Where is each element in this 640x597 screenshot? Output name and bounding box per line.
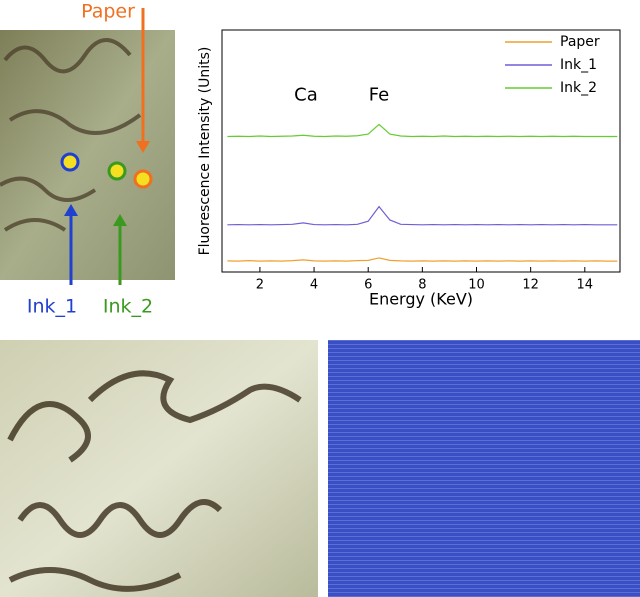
x-tick-label: 6 [364, 278, 372, 293]
legend-label: Paper [560, 34, 600, 50]
annotation: Ca [294, 84, 318, 105]
series-line [227, 123, 618, 138]
y-axis-title: Fluorescence Intensity (Units) [197, 47, 213, 256]
legend-label: Ink_2 [560, 80, 597, 96]
photo-label: Ink_2 [103, 296, 153, 318]
annotation: Fe [369, 84, 389, 105]
x-tick-label: 10 [468, 278, 485, 293]
x-axis-title: Energy (KeV) [369, 290, 473, 309]
x-tick-label: 2 [256, 278, 264, 293]
photo-label: Ink_1 [27, 296, 77, 318]
x-tick-label: 14 [577, 278, 594, 293]
x-tick-label: 8 [418, 278, 426, 293]
xrf-map [328, 340, 640, 597]
series-line [227, 205, 618, 226]
x-tick-label: 12 [522, 278, 539, 293]
photo-sample: Paper Ink_1 Ink_2 [0, 1, 175, 318]
photo-label: Paper [81, 1, 135, 23]
plot-frame [221, 29, 621, 273]
legend-label: Ink_1 [560, 57, 597, 73]
series-line [227, 257, 618, 262]
photo-manuscript [0, 340, 318, 597]
x-tick-label: 4 [310, 278, 318, 293]
